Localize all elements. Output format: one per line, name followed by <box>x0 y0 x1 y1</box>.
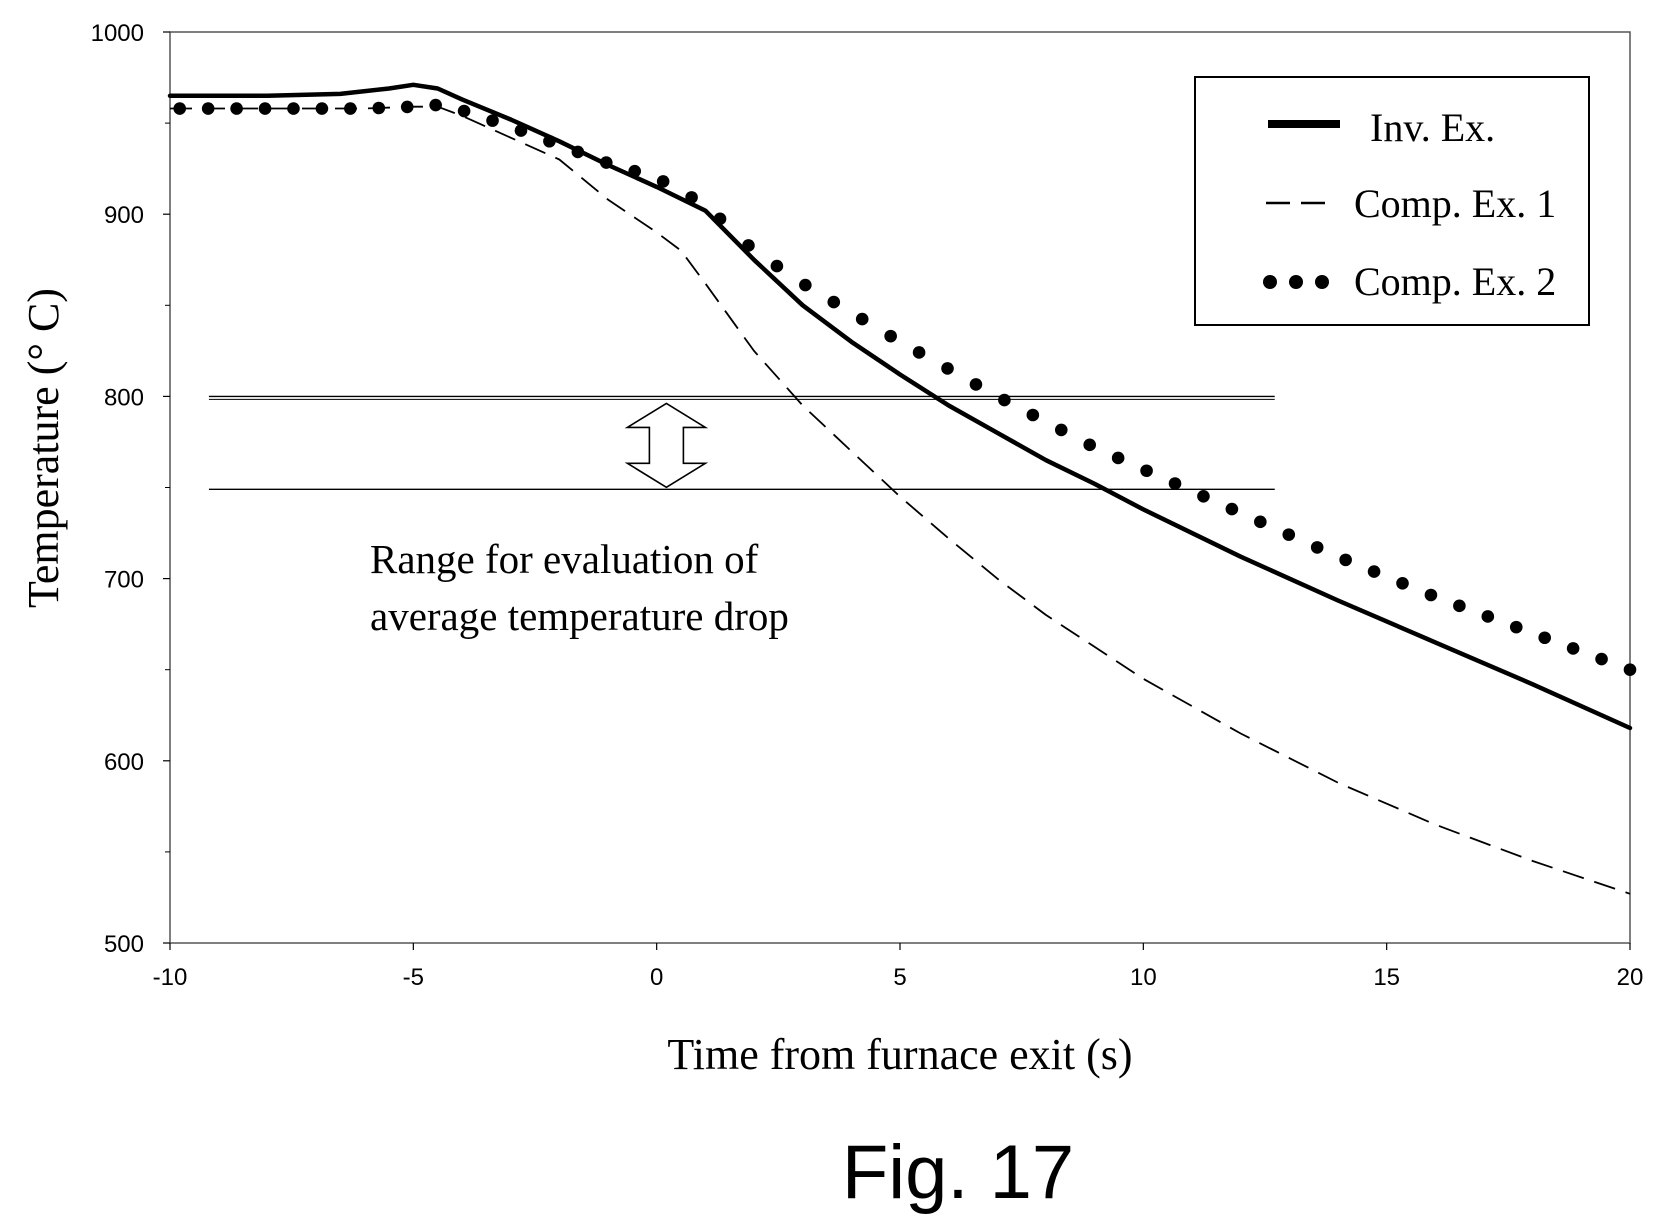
series-point <box>969 378 983 391</box>
series-point <box>1481 610 1495 623</box>
reference-lines <box>208 395 1275 491</box>
series-point <box>998 393 1011 407</box>
x-tick-label: 10 <box>1130 964 1157 991</box>
series-point <box>1282 528 1296 541</box>
y-axis-title: Temperature (° C) <box>19 288 68 608</box>
series-point <box>372 101 386 115</box>
series-point <box>1538 631 1551 645</box>
x-tick-label: 0 <box>650 964 663 991</box>
double-arrow-shape <box>624 402 709 489</box>
series-point <box>1168 477 1182 490</box>
x-axis-title: Time from furnace exit (s) <box>667 1030 1132 1079</box>
series-point <box>514 124 528 137</box>
series-point <box>258 102 272 115</box>
series-point <box>656 175 670 188</box>
series-point <box>201 102 215 115</box>
series-point <box>1310 541 1324 554</box>
series-point <box>1111 451 1125 465</box>
x-tick-label: -10 <box>153 964 188 991</box>
series-point <box>1339 553 1352 567</box>
series-point <box>571 145 585 159</box>
series-point <box>855 312 869 326</box>
series-point <box>742 239 755 252</box>
annotation-line-2: average temperature drop <box>370 593 789 639</box>
annotation: Range for evaluation of average temperat… <box>370 536 789 639</box>
series-point <box>1453 599 1466 613</box>
series-point <box>799 278 812 292</box>
series-point <box>912 346 926 359</box>
series-point <box>685 191 698 204</box>
series-point <box>1509 620 1523 634</box>
series-point <box>827 295 841 309</box>
y-tick-label: 1000 <box>91 20 144 47</box>
series-point <box>457 104 471 118</box>
series-point <box>770 259 784 273</box>
x-tick-label: 5 <box>893 964 906 991</box>
legend: Inv. Ex. Comp. Ex. 1 Comp. Ex. 2 <box>1194 76 1590 326</box>
series-point <box>429 98 442 112</box>
series-point <box>1054 423 1068 437</box>
legend-label-inv-ex: Inv. Ex. <box>1370 105 1495 150</box>
series-point <box>628 164 642 178</box>
range-double-arrow <box>624 402 709 489</box>
series-point <box>1566 642 1580 655</box>
series-point <box>713 212 727 226</box>
series-point <box>1225 502 1239 516</box>
y-tick-label: 600 <box>104 749 144 776</box>
series-point <box>941 362 954 375</box>
series-point <box>1197 489 1210 503</box>
series-point <box>1595 652 1608 666</box>
series-point <box>884 329 897 343</box>
series-layer <box>167 82 1637 895</box>
series-point <box>1140 464 1153 478</box>
series-point <box>315 102 329 115</box>
figure-label: Fig. 17 <box>842 1130 1074 1215</box>
legend-label-comp-ex-2: Comp. Ex. 2 <box>1354 259 1556 304</box>
series-point <box>486 114 499 127</box>
x-tick-label: 20 <box>1617 964 1644 991</box>
series-point <box>230 102 243 115</box>
legend-label-comp-ex-1: Comp. Ex. 1 <box>1354 181 1556 226</box>
x-tick-label: -5 <box>403 964 424 991</box>
series-inv-ex <box>167 82 1633 731</box>
y-tick-label: 500 <box>104 931 144 958</box>
x-ticks: -10 -5 0 5 10 15 20 <box>153 943 1644 991</box>
series-point <box>1026 408 1040 422</box>
y-tick-label: 900 <box>104 202 144 229</box>
series-point <box>1424 588 1438 602</box>
series-point <box>543 134 556 148</box>
series-point <box>173 102 187 115</box>
series-point <box>1396 577 1409 590</box>
y-tick-label: 800 <box>104 384 144 411</box>
series-point <box>1623 663 1637 676</box>
legend-box <box>1194 76 1590 326</box>
legend-swatch-comp-ex-2 <box>1263 275 1329 289</box>
series-point <box>344 102 357 115</box>
series-point <box>287 102 300 115</box>
series-comp-ex-2 <box>173 98 1637 676</box>
series-point <box>599 156 613 169</box>
series-point <box>400 100 414 114</box>
series-point <box>1367 565 1381 578</box>
series-point <box>1254 515 1267 529</box>
y-ticks: 500 600 700 800 900 1000 <box>91 20 170 958</box>
series-point <box>1083 438 1097 452</box>
x-tick-label: 15 <box>1373 964 1400 991</box>
annotation-line-1: Range for evaluation of <box>370 536 759 582</box>
y-tick-label: 700 <box>104 567 144 594</box>
